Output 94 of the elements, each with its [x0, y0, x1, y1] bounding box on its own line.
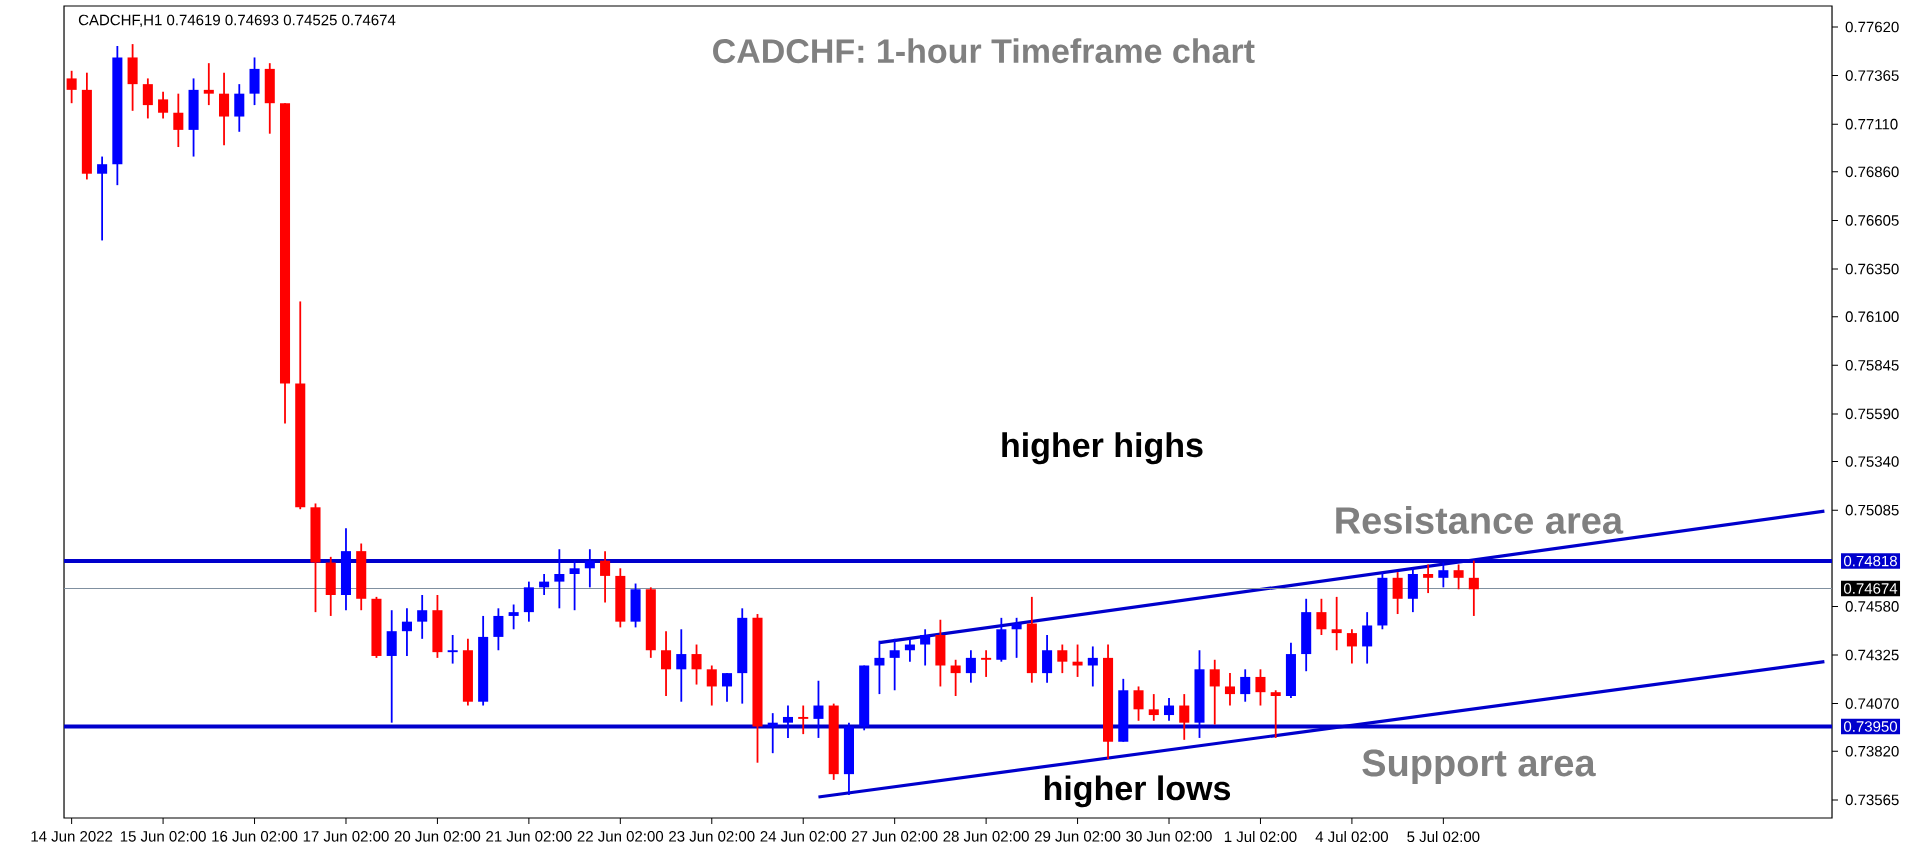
candlestick [1179, 693, 1190, 741]
x-tick-label: 21 Jun 02:00 [486, 831, 572, 842]
candlestick [158, 90, 169, 120]
candlestick [920, 628, 931, 667]
candlestick [782, 704, 793, 739]
candlestick [1392, 571, 1403, 615]
candlestick [97, 155, 108, 242]
x-tick-label: 23 Jun 02:00 [669, 831, 755, 842]
candlestick [417, 594, 428, 640]
candlestick [721, 672, 733, 703]
annotation: CADCHF,H1 0.74619 0.74693 0.74525 0.74674 [78, 14, 396, 28]
x-tick-label: 20 Jun 02:00 [394, 831, 481, 842]
candlestick [798, 704, 809, 736]
candlestick [1331, 595, 1342, 652]
candlestick [66, 69, 77, 105]
candlestick [508, 603, 519, 631]
y-tick-label: 0.74580 [1845, 601, 1899, 612]
candlestick [447, 634, 458, 665]
candlestick [1468, 559, 1479, 617]
candlestick [1255, 668, 1266, 707]
y-tick-label: 0.75085 [1845, 504, 1899, 516]
candlestick [1224, 672, 1236, 707]
candlestick [1163, 697, 1175, 722]
y-tick-label: 0.74674 [1844, 583, 1898, 594]
candlestick [493, 607, 504, 652]
candlestick [813, 679, 824, 739]
x-tick-label: 27 Jun 02:00 [852, 831, 938, 842]
candlestick [1087, 645, 1098, 688]
x-tick-label: 16 Jun 02:00 [212, 831, 298, 842]
candlestick [981, 649, 992, 678]
annotation: higher highs [1002, 432, 1203, 465]
y-tick-label: 0.73565 [1845, 794, 1899, 806]
y-tick-label: 0.76860 [1845, 166, 1899, 178]
text: CADCHF: 1-hour Timeframe chart [713, 38, 1255, 64]
y-tick-label: 0.75845 [1845, 359, 1899, 371]
x-tick-label: 30 Jun 02:00 [1126, 831, 1212, 842]
candlestick [203, 62, 214, 106]
candlestick [401, 607, 412, 657]
candlestick [1423, 563, 1434, 594]
candlestick [965, 649, 976, 684]
candlestick [1438, 561, 1449, 589]
candlestick [950, 658, 961, 697]
y-tick-label: 0.74070 [1845, 698, 1899, 709]
candlestick [173, 92, 184, 148]
x-tick-label: 22 Jun 02:00 [577, 831, 664, 842]
candlestick [142, 77, 153, 120]
y-tick-label: 0.77110 [1845, 118, 1898, 130]
candlestick [1148, 693, 1159, 722]
y-tick-label: 0.74818 [1844, 555, 1897, 567]
x-tick-label: 24 Jun 02:00 [760, 831, 846, 842]
candlestick [1209, 658, 1220, 726]
candlestick [1270, 689, 1281, 739]
ref-line-label: Support area [1362, 749, 1596, 784]
x-tick-label: 14 Jun 2022 [31, 831, 113, 842]
candlestick [1057, 643, 1068, 675]
candlestick [706, 664, 717, 707]
x-tick-label: 5 Jul 02:00 [1407, 831, 1480, 843]
candlestick [661, 630, 672, 697]
candlestick [234, 83, 245, 133]
y-tick-label: 0.75590 [1845, 408, 1899, 420]
candlestick [676, 628, 687, 703]
candlestick [691, 643, 702, 686]
y-tick-label: 0.73950 [1844, 721, 1898, 732]
candlestick [569, 559, 580, 612]
x-tick-label: 4 Jul 02:00 [1315, 831, 1388, 843]
candlestick [1072, 643, 1083, 678]
y-tick-label: 0.73820 [1845, 745, 1899, 757]
y-tick-label: 0.75340 [1845, 456, 1899, 467]
candlestick [889, 637, 900, 692]
y-tick-label: 0.77620 [1845, 21, 1899, 33]
x-tick-label: 29 Jun 02:00 [1034, 831, 1121, 842]
candlestick [1346, 628, 1357, 665]
x-tick-label: 1 Jul 02:00 [1224, 831, 1297, 843]
candlestick [1042, 634, 1053, 684]
candlestick [584, 548, 595, 589]
x-tick-label: 17 Jun 02:00 [303, 831, 389, 842]
candlestick [874, 639, 885, 695]
y-tick-label: 0.77365 [1845, 70, 1899, 81]
candlestick [1453, 563, 1464, 591]
candlestick [1240, 668, 1251, 703]
candlestick [219, 71, 230, 147]
y-tick-label: 0.76605 [1845, 215, 1899, 226]
x-tick-label: 15 Jun 02:00 [120, 831, 206, 842]
ref-line-label: Resistance area [1336, 506, 1624, 534]
annotation: higher lows [1044, 775, 1231, 808]
y-tick-label: 0.76100 [1845, 311, 1899, 322]
candlestick [1362, 611, 1373, 665]
y-tick-label: 0.76350 [1845, 263, 1899, 275]
candlestick [600, 550, 611, 604]
y-tick-label: 0.74325 [1845, 649, 1899, 661]
candlestick [554, 548, 565, 610]
candlestick [1316, 597, 1327, 636]
x-tick-label: 28 Jun 02:00 [943, 831, 1029, 842]
candlestick [1133, 685, 1144, 722]
